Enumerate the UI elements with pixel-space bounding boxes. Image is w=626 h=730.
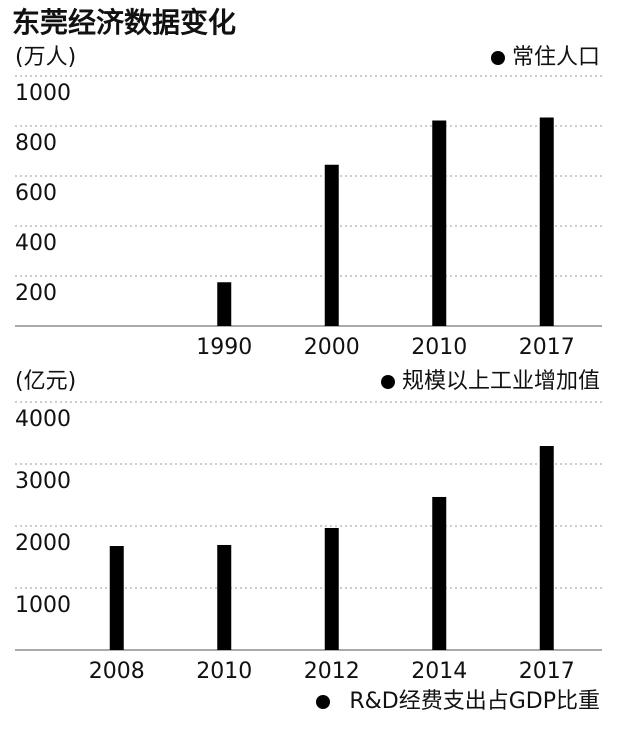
y-tick-label: 2000 — [15, 531, 71, 556]
y-tick-label: 1000 — [15, 81, 71, 106]
y-tick-label: 400 — [15, 231, 57, 256]
x-tick-label: 2012 — [304, 659, 360, 684]
legend-dot — [316, 695, 330, 709]
y-tick-label: 4000 — [15, 407, 71, 432]
y-tick-label: 1000 — [15, 593, 71, 618]
y-tick-label: 200 — [15, 281, 57, 306]
page-title: 东莞经济数据变化 — [12, 6, 236, 39]
y-axis-label: (亿元) — [15, 369, 76, 394]
y-axis-label: (万人) — [15, 45, 76, 70]
legend-dot — [380, 375, 395, 389]
bar — [539, 117, 554, 326]
bar — [109, 546, 124, 650]
x-tick-label: 1990 — [196, 335, 252, 360]
x-tick-label: 2017 — [519, 659, 575, 684]
bar — [432, 120, 447, 326]
x-tick-label: 2014 — [411, 659, 467, 684]
x-tick-label: 2008 — [89, 659, 145, 684]
legend-label: 规模以上工业增加值 — [402, 369, 600, 394]
x-tick-label: 2010 — [411, 335, 467, 360]
x-tick-label: 2010 — [196, 659, 252, 684]
legend-label: R&D经费支出占GDP比重 — [349, 689, 600, 714]
bar — [432, 496, 447, 650]
bar — [324, 527, 339, 650]
bar — [539, 446, 554, 650]
bar — [324, 164, 339, 326]
x-tick-label: 2000 — [304, 335, 360, 360]
legend-label: 常住人口 — [512, 45, 600, 70]
bar — [217, 544, 232, 650]
y-tick-label: 800 — [15, 131, 57, 156]
legend-dot — [490, 51, 505, 65]
x-tick-label: 2017 — [519, 335, 575, 360]
bar — [217, 282, 232, 326]
y-tick-label: 600 — [15, 181, 57, 206]
y-tick-label: 3000 — [15, 469, 71, 494]
